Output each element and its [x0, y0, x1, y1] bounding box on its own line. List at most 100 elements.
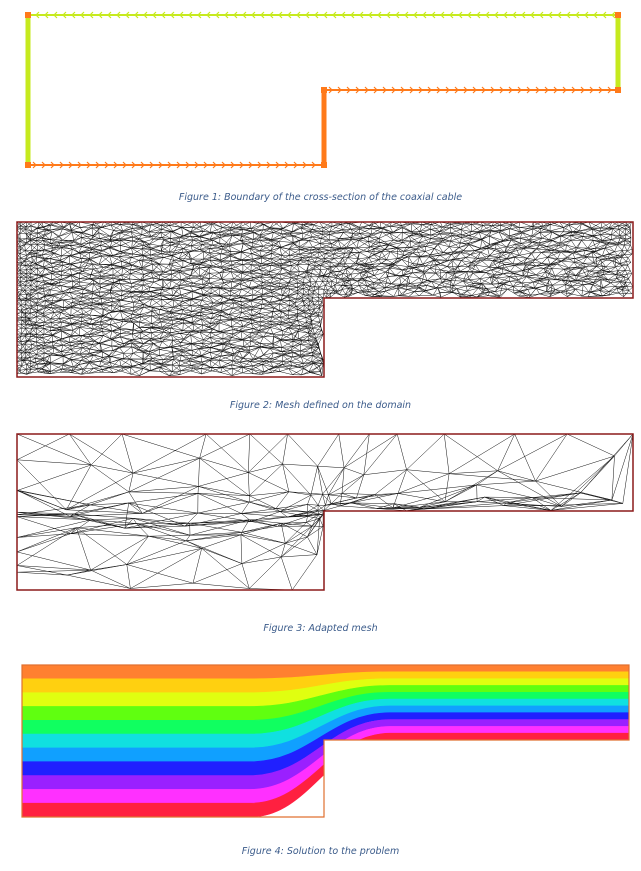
boundary-arrow-mark [251, 11, 256, 19]
adapted-mesh-outline [16, 433, 634, 591]
boundary-arrow-mark [194, 161, 199, 169]
boundary-arrow-mark [530, 11, 535, 19]
figure-1-caption: Figure 1: Boundary of the cross-section … [178, 192, 463, 203]
boundary-arrow-mark [490, 86, 495, 94]
boundary-arrow-mark [494, 11, 499, 19]
boundary-arrow-mark [499, 86, 504, 94]
boundary-arrow-mark [131, 161, 136, 169]
solution-outline [21, 664, 630, 818]
figure-4-caption: Figure 4: Solution to the problem [241, 846, 400, 857]
boundary-arrow-mark [418, 86, 423, 94]
boundary-arrow-mark [134, 11, 139, 19]
boundary-arrow-mark [395, 11, 400, 19]
boundary-arrow-mark [463, 86, 468, 94]
boundary-arrow-mark [152, 11, 157, 19]
boundary-arrow-mark [149, 161, 154, 169]
boundary-arrow-mark [314, 11, 319, 19]
boundary-arrow-mark [77, 161, 82, 169]
boundary-arrow-mark [508, 86, 513, 94]
boundary-arrow-mark [107, 11, 112, 19]
boundary-arrow-mark [185, 161, 190, 169]
boundary-arrow-mark [512, 11, 517, 19]
boundary-vertex [25, 12, 31, 18]
boundary-arrow-mark [368, 11, 373, 19]
boundary-arrow-mark [472, 86, 477, 94]
boundary-arrow-mark [544, 86, 549, 94]
boundary-arrow-mark [68, 161, 73, 169]
boundary-arrow-mark [359, 11, 364, 19]
boundary-arrow-mark [293, 161, 298, 169]
boundary-arrow-mark [598, 86, 603, 94]
boundary-arrow-mark [539, 11, 544, 19]
boundary-arrow-mark [116, 11, 121, 19]
figure-3 [0, 428, 641, 598]
boundary-arrow-mark [323, 11, 328, 19]
boundary-arrow-mark [248, 161, 253, 169]
figure-2-caption: Figure 2: Mesh defined on the domain [229, 400, 412, 411]
boundary-arrow-mark [230, 161, 235, 169]
figure-1 [0, 0, 641, 180]
boundary-arrow-mark [95, 161, 100, 169]
boundary-arrow-mark [476, 11, 481, 19]
boundary-arrow-mark [593, 11, 598, 19]
boundary-arrow-mark [161, 11, 166, 19]
boundary-plot [25, 11, 621, 169]
boundary-arrow-mark [485, 11, 490, 19]
boundary-vertex [321, 162, 327, 168]
boundary-arrow-mark [562, 86, 567, 94]
boundary-arrow-mark [176, 161, 181, 169]
boundary-arrow-mark [382, 86, 387, 94]
solution-plot [21, 664, 630, 818]
boundary-arrow-mark [86, 161, 91, 169]
boundary-arrow-mark [59, 161, 64, 169]
boundary-arrow-mark [287, 11, 292, 19]
boundary-arrow-mark [589, 86, 594, 94]
boundary-arrow-mark [431, 11, 436, 19]
boundary-arrow-mark [104, 161, 109, 169]
boundary-arrow-mark [364, 86, 369, 94]
boundary-arrow-mark [602, 11, 607, 19]
boundary-arrow-mark [553, 86, 558, 94]
boundary-arrow-mark [413, 11, 418, 19]
boundary-arrow-mark [266, 161, 271, 169]
fine-mesh-outline [16, 221, 634, 378]
boundary-arrow-mark [284, 161, 289, 169]
boundary-arrow-mark [557, 11, 562, 19]
boundary-arrow-mark [427, 86, 432, 94]
boundary-arrow-mark [341, 11, 346, 19]
boundary-arrow-mark [481, 86, 486, 94]
boundary-arrow-mark [233, 11, 238, 19]
boundary-arrow-mark [548, 11, 553, 19]
boundary-vertex [25, 162, 31, 168]
boundary-arrow-mark [449, 11, 454, 19]
boundary-arrow-mark [242, 11, 247, 19]
boundary-arrow-mark [458, 11, 463, 19]
boundary-vertex [615, 12, 621, 18]
boundary-arrow-mark [212, 161, 217, 169]
boundary-arrow-mark [140, 161, 145, 169]
boundary-arrow-mark [526, 86, 531, 94]
boundary-arrow-mark [328, 86, 333, 94]
boundary-arrow-mark [391, 86, 396, 94]
figure-3-caption: Figure 3: Adapted mesh [263, 623, 378, 634]
boundary-arrow-mark [62, 11, 67, 19]
boundary-arrow-mark [71, 11, 76, 19]
boundary-arrow-mark [302, 161, 307, 169]
boundary-arrow-mark [206, 11, 211, 19]
boundary-arrow-mark [44, 11, 49, 19]
boundary-vertex [615, 87, 621, 93]
boundary-arrow-mark [53, 11, 58, 19]
boundary-arrow-mark [607, 86, 612, 94]
boundary-arrow-mark [386, 11, 391, 19]
boundary-arrow-mark [350, 11, 355, 19]
boundary-arrow-mark [332, 11, 337, 19]
boundary-arrow-mark [179, 11, 184, 19]
boundary-arrow-mark [269, 11, 274, 19]
boundary-arrow-mark [80, 11, 85, 19]
boundary-arrow-mark [566, 11, 571, 19]
boundary-arrow-mark [215, 11, 220, 19]
boundary-arrow-mark [125, 11, 130, 19]
boundary-arrow-mark [571, 86, 576, 94]
boundary-arrow-mark [32, 161, 37, 169]
boundary-arrow-mark [575, 11, 580, 19]
